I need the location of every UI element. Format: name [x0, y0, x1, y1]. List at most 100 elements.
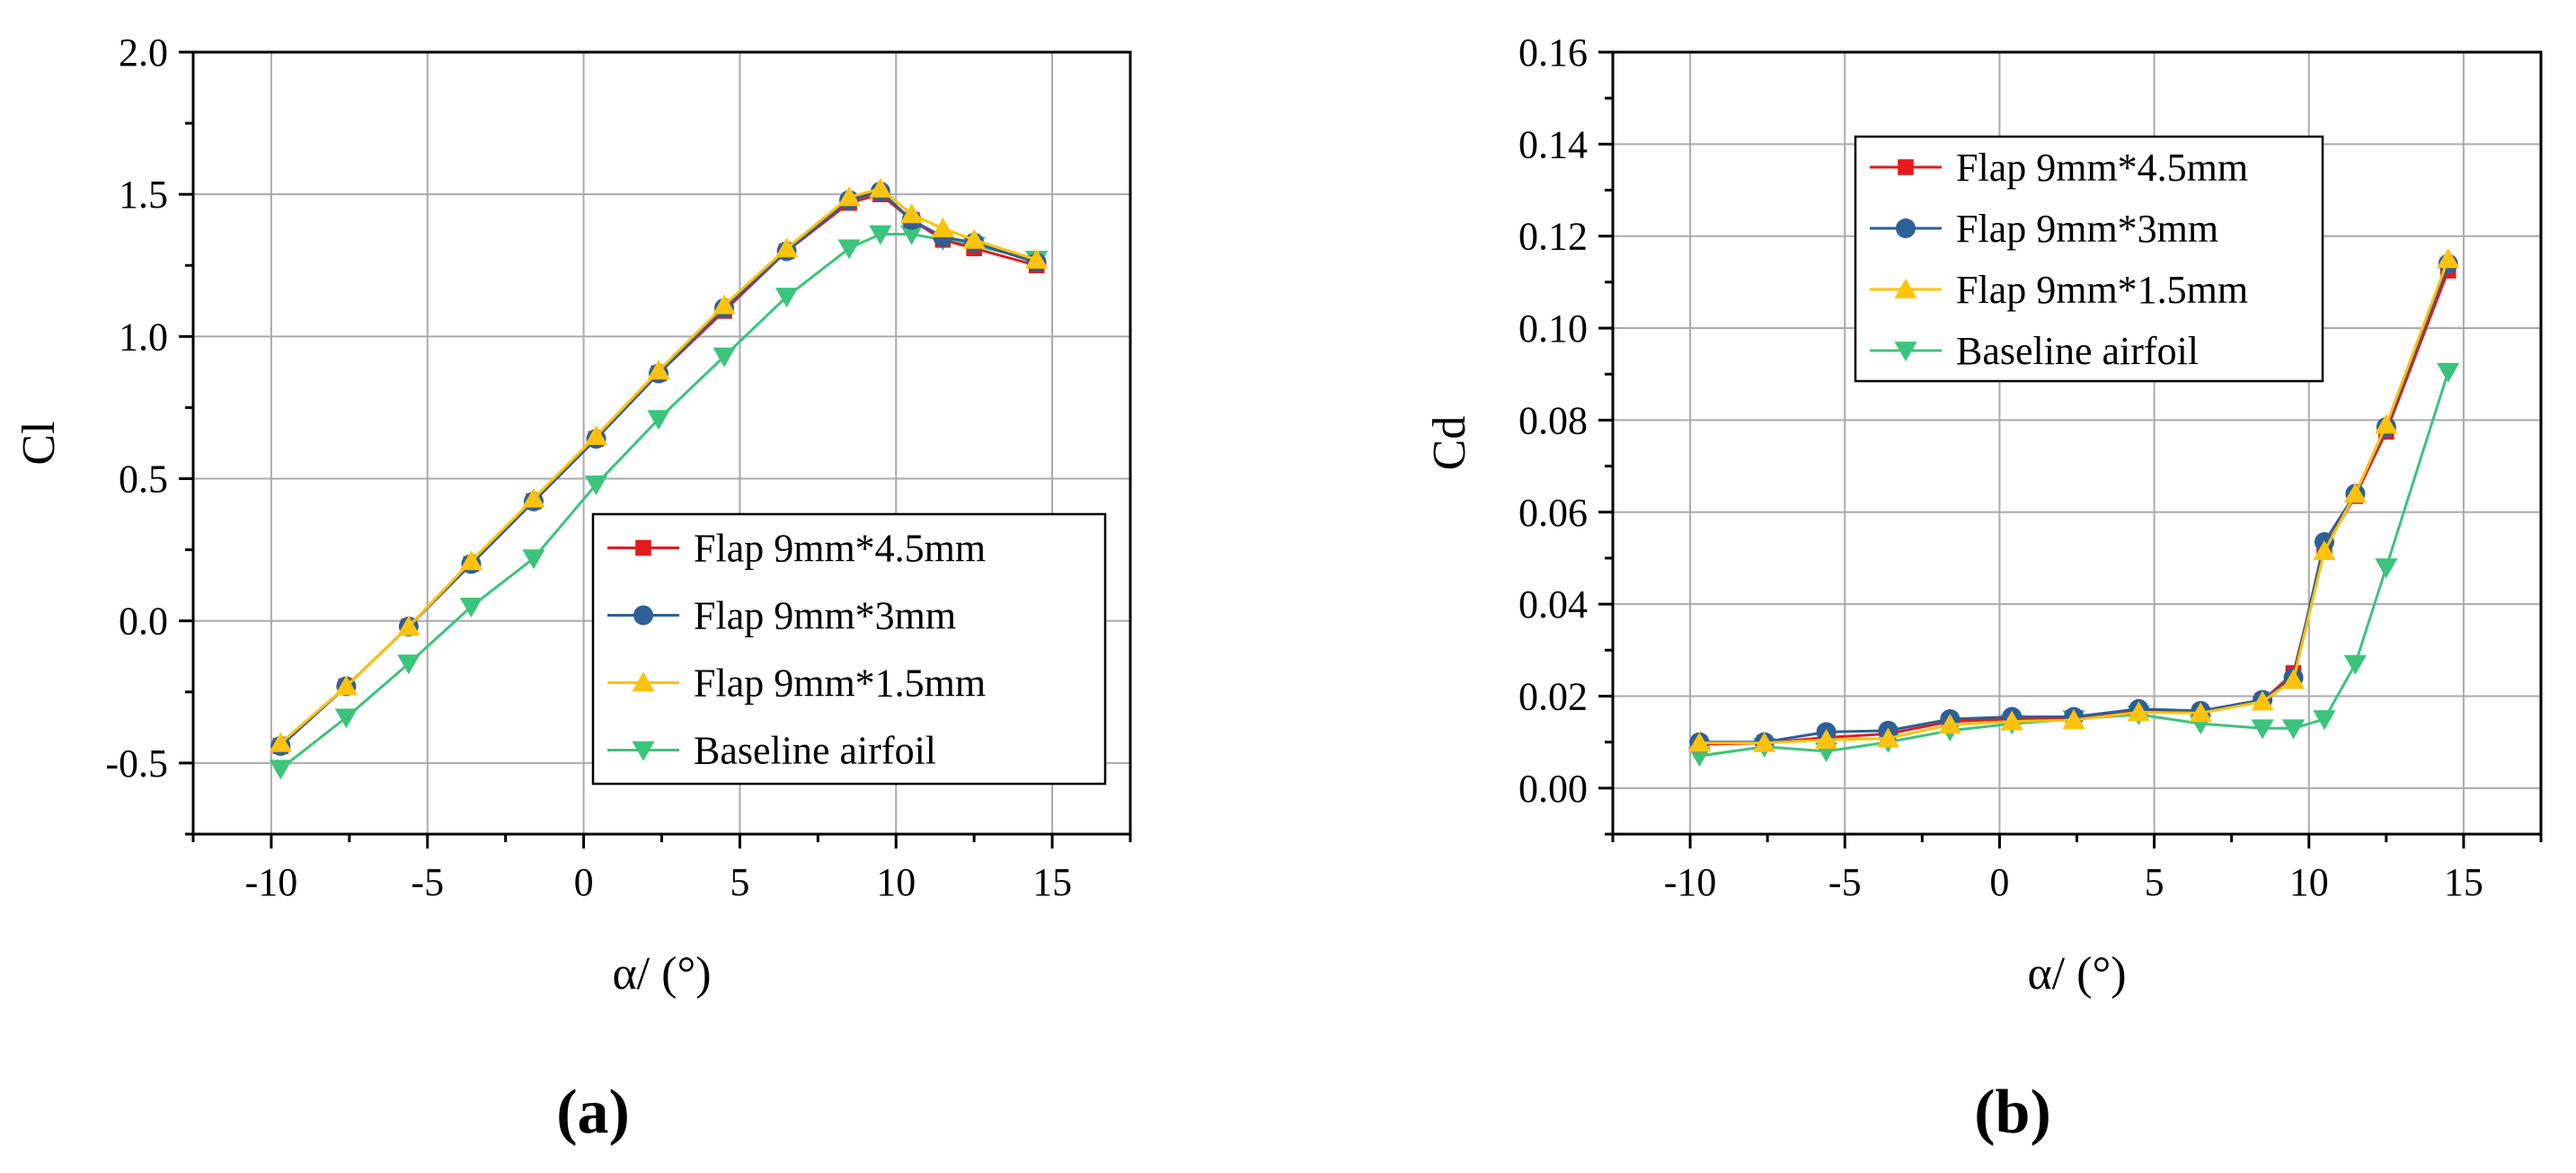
data-point — [899, 203, 924, 224]
data-point — [397, 654, 420, 675]
data-point — [2437, 362, 2460, 383]
y-tick-label: 0.14 — [1518, 122, 1588, 166]
data-point — [522, 487, 545, 508]
x-axis-title: α/ (°) — [612, 948, 711, 1000]
data-point — [522, 549, 545, 570]
series-baseline-airfoil — [269, 225, 1049, 780]
legend: Flap 9mm*4.5mm Flap 9mm*3mm Flap 9mm*1.5mm… — [591, 512, 1107, 786]
x-tick-label: 5 — [730, 860, 749, 904]
data-point — [584, 475, 608, 495]
data-point — [459, 598, 483, 618]
legend-marker — [632, 741, 655, 761]
chart-a: -10 -5 0 5 10 15 -0.5 0.0 0.5 1.0 1.5 2.0 α/ (°) Cl Fl… — [13, 31, 1132, 1000]
y-tick-label: 1.5 — [119, 173, 168, 217]
x-tick-label: 10 — [876, 860, 916, 904]
y-axis-title: Cd — [1424, 416, 1475, 471]
y-tick-label: 0.00 — [1518, 767, 1588, 811]
x-tick-label: 0 — [1989, 860, 2009, 904]
y-tick-label: -0.5 — [105, 742, 168, 786]
data-point — [584, 424, 608, 445]
y-axis-title: Cl — [13, 421, 65, 465]
legend-marker — [1894, 342, 1917, 362]
data-point — [2127, 701, 2151, 722]
data-point — [2000, 710, 2023, 731]
legend-marker — [1894, 278, 1917, 298]
data-point — [2281, 669, 2306, 689]
data-point — [1687, 732, 1712, 752]
data-point — [2313, 710, 2336, 731]
data-point — [1938, 714, 1961, 734]
data-point — [869, 177, 892, 198]
data-point — [1025, 248, 1049, 269]
x-tick-label: 5 — [2145, 860, 2164, 904]
data-point — [2343, 483, 2368, 503]
legend-box — [591, 512, 1107, 786]
series-baseline-airfoil — [1687, 362, 2460, 768]
data-point — [647, 360, 670, 380]
data-point — [2251, 690, 2274, 711]
data-point — [2313, 540, 2336, 561]
data-point — [899, 225, 924, 245]
x-tick-label: 10 — [2289, 860, 2329, 904]
data-point — [931, 218, 955, 238]
y-tick-label: 0.04 — [1518, 582, 1588, 626]
y-tick-label: 0.10 — [1518, 307, 1588, 351]
data-point — [1876, 727, 1900, 748]
x-tick-label: -10 — [245, 860, 298, 904]
y-tick-label: 0.5 — [119, 458, 168, 502]
legend-marker — [632, 671, 655, 692]
data-point — [2189, 702, 2212, 723]
x-tick-label: 15 — [2444, 860, 2483, 904]
legend-marker — [633, 605, 653, 626]
data-point — [2281, 719, 2306, 740]
data-point — [397, 615, 420, 635]
y-tick-label: 0.06 — [1518, 491, 1588, 535]
data-point — [837, 239, 861, 260]
ticks — [179, 50, 1132, 849]
series-flap-9mm-1-5mm — [269, 177, 1049, 752]
legend-label: Flap 9mm*1.5mm — [694, 662, 986, 706]
legend-box — [1854, 135, 2324, 383]
legend-label: Flap 9mm*3mm — [694, 594, 956, 638]
data-point — [334, 708, 359, 729]
x-axis-title: α/ (°) — [2027, 948, 2126, 1000]
chart-b: -10 -5 0 5 10 15 0.00 0.02 0.04 0.06 0.08 0.10 0.12 0… — [1424, 31, 2543, 1000]
data-point — [2062, 708, 2085, 729]
legend-label: Flap 9mm*1.5mm — [1956, 268, 2248, 312]
series-line — [1699, 371, 2450, 758]
y-tick-label: 1.0 — [119, 315, 168, 359]
x-tick-label: -10 — [1664, 860, 1717, 904]
data-point — [775, 237, 799, 258]
y-tick-label: 0.16 — [1518, 31, 1588, 75]
x-tick-label: 0 — [574, 860, 594, 904]
y-tick-label: 0.12 — [1518, 215, 1588, 259]
legend-marker — [635, 539, 651, 556]
y-tick-label: 0.0 — [119, 600, 168, 644]
y-tick-label: 0.02 — [1518, 674, 1588, 718]
ticks — [1598, 50, 2543, 849]
data-point — [647, 410, 670, 431]
y-tick-label: 0.08 — [1518, 398, 1588, 442]
legend-label: Flap 9mm*4.5mm — [1956, 146, 2248, 190]
x-tick-label: -5 — [411, 860, 444, 904]
data-point — [2375, 558, 2398, 579]
data-point — [962, 228, 986, 249]
data-point — [713, 347, 736, 368]
legend-label: Baseline airfoil — [694, 729, 936, 773]
panel-label-a: (a) — [556, 1078, 630, 1147]
data-point — [2375, 413, 2398, 434]
data-point — [334, 675, 359, 696]
x-tick-label: 15 — [1032, 860, 1072, 904]
series-flap-9mm-1-5mm — [1687, 248, 2460, 752]
data-point — [1814, 728, 1838, 749]
data-point — [775, 288, 799, 308]
data-point — [2343, 654, 2368, 675]
legend-marker — [1898, 159, 1914, 175]
data-point — [2437, 248, 2460, 269]
data-point — [2251, 719, 2274, 740]
legend-marker — [1896, 218, 1916, 238]
data-point — [837, 186, 861, 207]
y-tick-label: 2.0 — [119, 31, 168, 75]
data-point — [269, 760, 292, 780]
